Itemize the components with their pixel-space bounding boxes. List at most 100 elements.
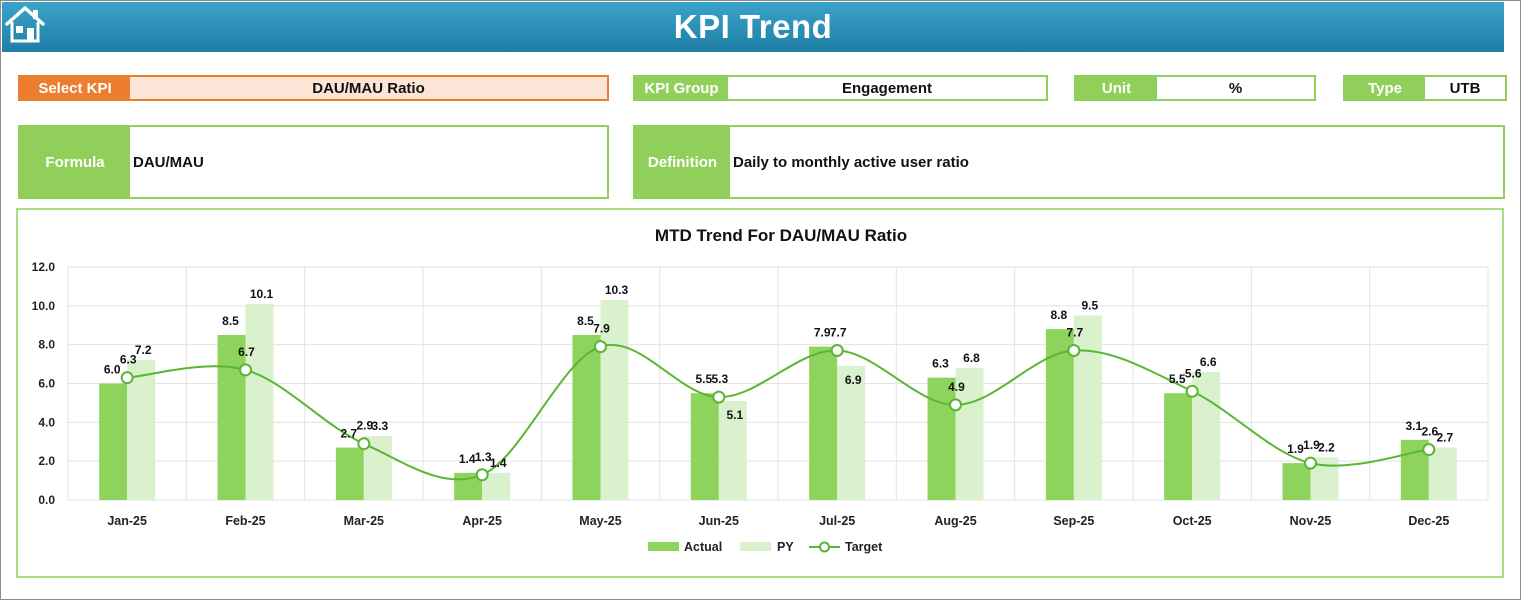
- actual-data-label: 3.1: [1405, 419, 1422, 433]
- target-data-label: 6.3: [120, 353, 137, 367]
- py-bar: [127, 360, 156, 500]
- legend-py-label: PY: [777, 540, 794, 554]
- actual-bar: [217, 334, 246, 500]
- actual-data-label: 5.5: [695, 372, 712, 386]
- page-title: KPI Trend: [673, 8, 833, 45]
- actual-data-label: 8.5: [577, 314, 594, 328]
- type-value: UTB: [1425, 77, 1505, 99]
- select-kpi-field[interactable]: Select KPI DAU/MAU Ratio: [18, 75, 609, 101]
- select-kpi-dropdown[interactable]: DAU/MAU Ratio: [130, 77, 607, 99]
- target-marker: [475, 468, 489, 482]
- kpi-group-label: KPI Group: [635, 77, 728, 99]
- actual-data-label: 8.5: [222, 314, 239, 328]
- actual-bar: [572, 334, 601, 500]
- y-tick-label: 10.0: [32, 299, 56, 313]
- chart-title: MTD Trend For DAU/MAU Ratio: [655, 226, 907, 245]
- formula-value: DAU/MAU: [133, 153, 204, 171]
- kpi-group-value: Engagement: [728, 77, 1046, 99]
- target-marker: [594, 340, 607, 354]
- actual-data-label: 5.5: [1169, 372, 1186, 386]
- py-data-label: 10.1: [250, 287, 274, 301]
- target-data-label: 2.6: [1421, 425, 1438, 439]
- target-marker: [1067, 343, 1081, 357]
- x-tick-label: Jul-25: [819, 514, 855, 528]
- py-bar: [955, 367, 984, 500]
- target-marker: [712, 390, 726, 404]
- kpi-group-field: KPI Group Engagement: [633, 75, 1048, 101]
- target-data-label: 7.7: [830, 325, 847, 339]
- py-data-label: 9.5: [1081, 299, 1098, 313]
- type-field: Type UTB: [1343, 75, 1507, 101]
- legend-target-marker: [819, 541, 830, 553]
- py-data-label: 5.1: [726, 408, 743, 422]
- py-data-label: 6.6: [1200, 355, 1217, 369]
- definition-box: Definition Daily to monthly active user …: [633, 125, 1505, 199]
- actual-bar: [927, 377, 956, 500]
- target-marker: [830, 343, 844, 357]
- py-data-label: 1.4: [490, 456, 507, 470]
- target-data-label: 7.9: [593, 322, 610, 336]
- legend-actual-swatch: [648, 542, 679, 551]
- target-data-label: 7.7: [1066, 325, 1083, 339]
- target-data-label: 5.6: [1185, 366, 1202, 380]
- target-marker: [239, 363, 252, 377]
- y-tick-label: 8.0: [38, 338, 55, 352]
- y-tick-label: 6.0: [38, 377, 55, 391]
- y-tick-label: 2.0: [38, 454, 55, 468]
- py-data-label: 3.3: [371, 419, 388, 433]
- actual-bar: [1164, 393, 1193, 500]
- unit-field: Unit %: [1074, 75, 1316, 101]
- home-icon[interactable]: [4, 4, 46, 44]
- actual-data-label: 7.9: [814, 326, 831, 340]
- x-tick-label: Oct-25: [1173, 514, 1212, 528]
- py-bar: [245, 303, 274, 500]
- formula-label: Formula: [20, 127, 130, 197]
- py-bar: [600, 300, 629, 500]
- target-marker: [120, 371, 134, 385]
- chart-panel: MTD Trend For DAU/MAU Ratio 0.0 2.0 4.0 6.0 8…: [16, 208, 1504, 578]
- actual-bar: [690, 393, 719, 500]
- actual-data-label: 6.0: [104, 363, 121, 377]
- py-data-label: 10.3: [605, 283, 629, 297]
- actual-bar: [1282, 463, 1311, 500]
- target-marker: [1422, 443, 1436, 457]
- actual-data-label: 1.9: [1287, 442, 1304, 456]
- actual-bar: [335, 447, 364, 500]
- target-data-label: 6.7: [238, 345, 255, 359]
- py-data-label: 6.8: [963, 351, 980, 365]
- py-bar: [718, 400, 747, 500]
- definition-value: Daily to monthly active user ratio: [733, 153, 969, 171]
- py-bar: [1428, 447, 1457, 500]
- target-data-label: 1.3: [475, 450, 492, 464]
- actual-data-label: 2.7: [340, 427, 357, 441]
- target-marker: [1304, 456, 1317, 470]
- y-tick-label: 4.0: [38, 415, 55, 429]
- x-tick-label: Feb-25: [225, 514, 265, 528]
- y-tick-label: 0.0: [38, 493, 55, 507]
- definition-label: Definition: [635, 127, 730, 197]
- x-tick-label: May-25: [579, 514, 621, 528]
- target-data-label: 5.3: [711, 372, 728, 386]
- x-tick-label: Dec-25: [1408, 514, 1449, 528]
- target-data-label: 4.9: [948, 380, 965, 394]
- actual-bar: [99, 383, 128, 500]
- target-data-label: 1.9: [1303, 438, 1320, 452]
- y-tick-label: 12.0: [32, 260, 56, 274]
- x-tick-label: Sep-25: [1053, 514, 1094, 528]
- x-tick-label: Jun-25: [699, 514, 739, 528]
- x-tick-label: Mar-25: [344, 514, 384, 528]
- legend-target-label: Target: [845, 540, 883, 554]
- py-data-label: 7.2: [135, 343, 152, 357]
- x-tick-label: Apr-25: [462, 514, 502, 528]
- py-bar: [837, 366, 866, 500]
- unit-label: Unit: [1076, 77, 1157, 99]
- py-data-label: 2.2: [1318, 440, 1335, 454]
- py-data-label: 6.9: [845, 373, 862, 387]
- type-label: Type: [1345, 77, 1425, 99]
- actual-data-label: 1.4: [459, 452, 476, 466]
- legend-py-swatch: [740, 542, 771, 551]
- actual-data-label: 8.8: [1050, 308, 1067, 322]
- target-data-label: 2.9: [356, 419, 373, 433]
- formula-box: Formula DAU/MAU: [18, 125, 609, 199]
- actual-bar: [809, 346, 838, 500]
